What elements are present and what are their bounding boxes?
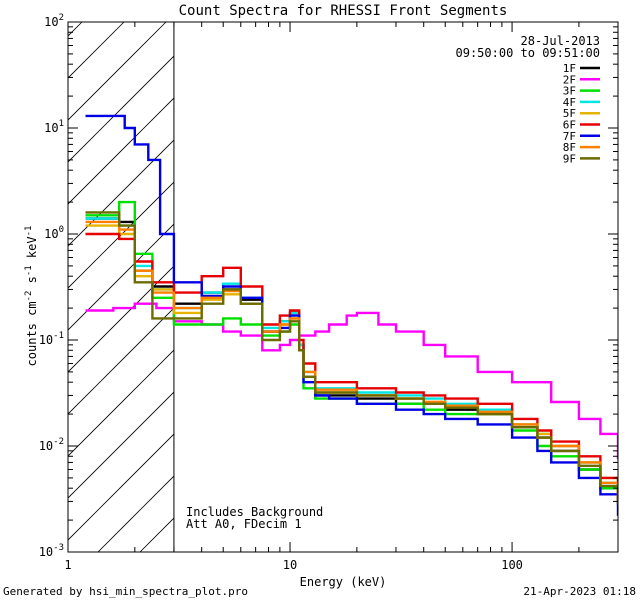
hatch-line bbox=[434, 22, 640, 552]
series-line-8F bbox=[85, 220, 618, 502]
hatch-line bbox=[224, 22, 640, 552]
x-tick-label: 100 bbox=[501, 558, 523, 572]
x-tick-label: 1 bbox=[64, 558, 71, 572]
x-tick-label: 10 bbox=[283, 558, 297, 572]
hatch-line bbox=[68, 55, 174, 163]
time-range-label: 09:50:00 to 09:51:00 bbox=[456, 46, 601, 60]
legend-label-5F: 5F bbox=[563, 107, 576, 120]
series-line-1F bbox=[85, 217, 618, 505]
y-tick-label: 102 bbox=[44, 13, 64, 29]
legend-label-3F: 3F bbox=[563, 85, 576, 98]
note-attenuator: Att A0, FDecim 1 bbox=[186, 517, 302, 531]
series-line-3F bbox=[85, 200, 618, 502]
y-tick-label: 101 bbox=[44, 119, 64, 135]
legend-label-9F: 9F bbox=[563, 152, 576, 165]
hatch-line bbox=[68, 97, 174, 205]
hatch-line bbox=[392, 22, 640, 552]
legend-label-2F: 2F bbox=[563, 73, 576, 86]
hatch-line bbox=[602, 22, 640, 552]
series-line-9F bbox=[85, 211, 618, 505]
legend-label-6F: 6F bbox=[563, 119, 576, 132]
date-label: 28-Jul-2013 bbox=[521, 34, 600, 48]
hatch-line bbox=[68, 223, 174, 331]
hatch-line bbox=[68, 22, 83, 37]
series-line-5F bbox=[85, 224, 618, 499]
series-line-4F bbox=[85, 217, 618, 502]
attenuator-hatched-region bbox=[68, 22, 640, 552]
y-tick-label: 10-3 bbox=[39, 543, 64, 559]
hatch-line bbox=[97, 475, 174, 552]
legend-label-1F: 1F bbox=[563, 62, 576, 75]
hatch-line bbox=[68, 265, 174, 373]
hatch-line bbox=[68, 391, 174, 499]
y-axis-label: counts cm-2 s-1 keV-1 bbox=[24, 226, 39, 367]
x-axis-label: Energy (keV) bbox=[300, 575, 387, 589]
hatch-line bbox=[476, 22, 640, 552]
series-line-6F bbox=[85, 232, 618, 499]
timestamp-footer: 21-Apr-2023 01:18 bbox=[523, 585, 636, 598]
spectra-series bbox=[85, 114, 618, 516]
hatch-line bbox=[68, 22, 167, 121]
plot-frame bbox=[67, 21, 619, 553]
hatch-line bbox=[68, 22, 125, 79]
hatch-line bbox=[68, 433, 174, 541]
legend-label-7F: 7F bbox=[563, 130, 576, 143]
y-tick-label: 10-1 bbox=[39, 331, 64, 347]
y-tick-label: 100 bbox=[44, 225, 64, 241]
axes: 1 10 100 10-3 10-2 10-1 100 101 102 bbox=[39, 13, 619, 572]
y-tick-label: 10-2 bbox=[39, 437, 64, 453]
legend-label-8F: 8F bbox=[563, 141, 576, 154]
chart-title: Count Spectra for RHESSI Front Segments bbox=[179, 3, 508, 19]
generated-by-footer: Generated by hsi_min_spectra_plot.pro bbox=[3, 585, 248, 598]
note-background: Includes Background bbox=[186, 505, 323, 519]
legend-label-4F: 4F bbox=[563, 96, 576, 109]
hatch-line bbox=[68, 181, 174, 289]
